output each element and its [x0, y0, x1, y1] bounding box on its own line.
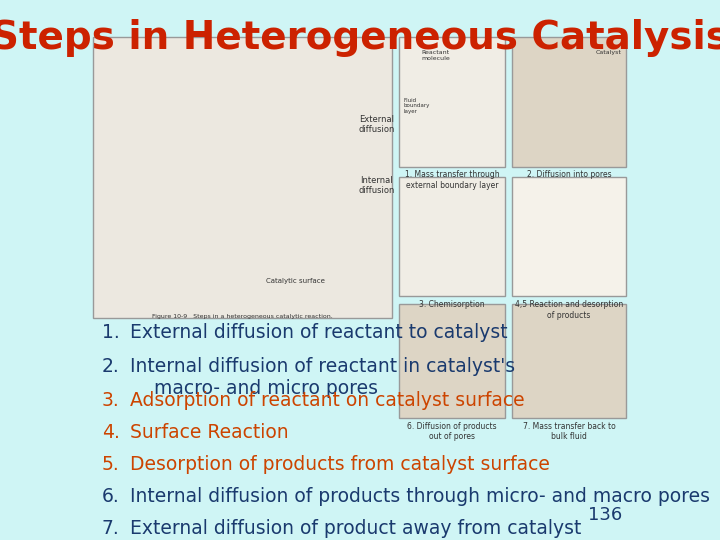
FancyBboxPatch shape	[400, 177, 505, 296]
Text: 1. Mass transfer through
external boundary layer: 1. Mass transfer through external bounda…	[405, 171, 499, 190]
Text: Fluid
boundary
layer: Fluid boundary layer	[403, 98, 430, 114]
Text: 3. Chemisorption: 3. Chemisorption	[419, 300, 485, 309]
FancyBboxPatch shape	[513, 177, 626, 296]
Text: Internal
diffusion: Internal diffusion	[358, 176, 395, 195]
Text: 4.: 4.	[102, 423, 120, 442]
Text: Steps in Heterogeneous Catalysis: Steps in Heterogeneous Catalysis	[0, 18, 720, 57]
Text: Internal diffusion of reactant in catalyst's
    macro- and micro pores: Internal diffusion of reactant in cataly…	[130, 357, 516, 399]
FancyBboxPatch shape	[400, 305, 505, 418]
Text: 6. Diffusion of products
out of pores: 6. Diffusion of products out of pores	[407, 422, 497, 441]
Text: Surface Reaction: Surface Reaction	[130, 423, 289, 442]
Text: 3.: 3.	[102, 390, 120, 410]
Text: External diffusion of reactant to catalyst: External diffusion of reactant to cataly…	[130, 323, 508, 342]
Text: 2.: 2.	[102, 357, 120, 376]
FancyBboxPatch shape	[513, 37, 626, 167]
Text: 136: 136	[588, 506, 622, 524]
Text: 7.: 7.	[102, 519, 120, 538]
Text: External
diffusion: External diffusion	[358, 114, 395, 134]
FancyBboxPatch shape	[93, 37, 392, 318]
Text: 2. Diffusion into pores: 2. Diffusion into pores	[527, 171, 611, 179]
Text: 5.: 5.	[102, 455, 120, 474]
FancyBboxPatch shape	[513, 305, 626, 418]
Text: Catalytic surface: Catalytic surface	[266, 278, 325, 284]
Text: 6.: 6.	[102, 487, 120, 506]
Text: Reactant
molecule: Reactant molecule	[421, 50, 450, 61]
Text: Desorption of products from catalyst surface: Desorption of products from catalyst sur…	[130, 455, 550, 474]
Text: 7. Mass transfer back to
bulk fluid: 7. Mass transfer back to bulk fluid	[523, 422, 616, 441]
Text: External diffusion of product away from catalyst: External diffusion of product away from …	[130, 519, 582, 538]
Text: Internal diffusion of products through micro- and macro pores: Internal diffusion of products through m…	[130, 487, 711, 506]
FancyBboxPatch shape	[400, 37, 505, 167]
Text: 4,5 Reaction and desorption
of products: 4,5 Reaction and desorption of products	[515, 300, 623, 320]
Text: Adsorption of reactant on catalyst surface: Adsorption of reactant on catalyst surfa…	[130, 390, 525, 410]
Text: 1.: 1.	[102, 323, 120, 342]
Text: Catalyst: Catalyst	[595, 50, 621, 55]
Text: Figure 10-9   Steps in a heterogeneous catalytic reaction.: Figure 10-9 Steps in a heterogeneous cat…	[153, 314, 333, 319]
